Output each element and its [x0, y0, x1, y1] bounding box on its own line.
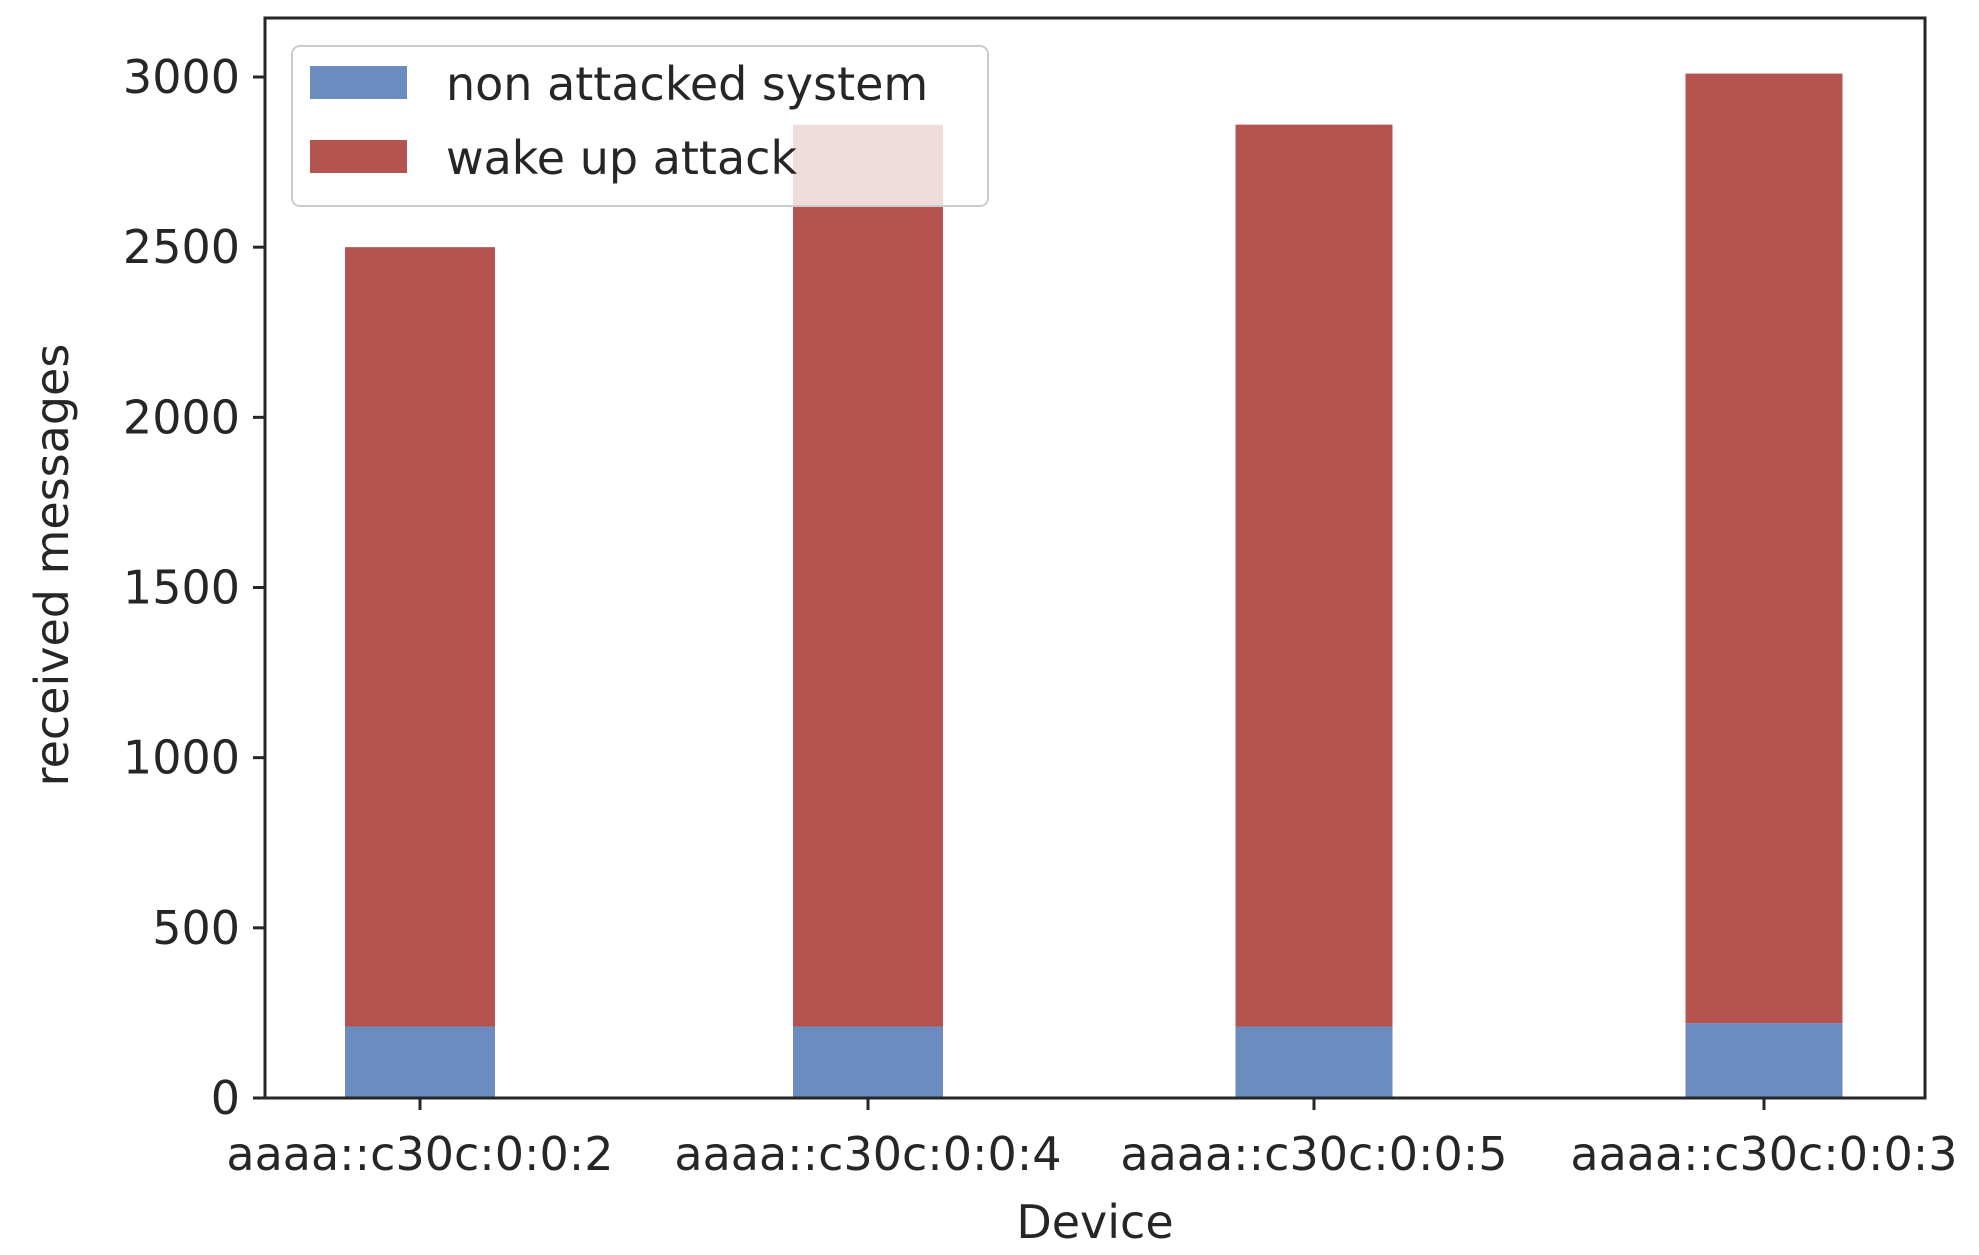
y-tick-label: 2000 [123, 390, 240, 444]
legend-label-wake-up: wake up attack [446, 131, 797, 185]
x-axis: aaaa::c30c:0:0:2 aaaa::c30c:0:0:4 aaaa::c3… [226, 1098, 1958, 1181]
y-tick-label: 2500 [123, 220, 240, 274]
bar-wake-up-4 [1685, 73, 1843, 1024]
x-tick-label: aaaa::c30c:0:0:3 [1570, 1127, 1957, 1181]
bar-wake-up-3 [1235, 124, 1393, 1027]
y-tick-label: 1000 [123, 731, 240, 785]
legend-swatch-wake-up [310, 140, 407, 173]
y-axis: 0 500 1000 1500 2000 2500 3000 [123, 50, 265, 1125]
legend-label-non-attacked: non attacked system [446, 57, 928, 111]
legend: non attacked system wake up attack [291, 45, 989, 207]
bars-layer [345, 73, 1843, 1098]
x-tick-label: aaaa::c30c:0:0:5 [1120, 1127, 1507, 1181]
x-tick-label: aaaa::c30c:0:0:4 [674, 1127, 1061, 1181]
bar-non-attacked-4 [1685, 1023, 1843, 1098]
y-axis-label: received messages [25, 344, 79, 787]
bar-wake-up-1 [345, 247, 495, 1027]
bar-non-attacked-2 [793, 1026, 943, 1098]
y-tick-label: 3000 [123, 50, 240, 104]
bar-non-attacked-3 [1235, 1026, 1393, 1098]
y-tick-label: 1500 [123, 561, 240, 615]
x-axis-label: Device [1016, 1195, 1173, 1249]
bar-wake-up-2 [793, 124, 943, 1027]
bar-non-attacked-1 [345, 1026, 495, 1098]
y-tick-label: 0 [211, 1071, 240, 1125]
plot-frame [263, 16, 1927, 1100]
x-tick-label: aaaa::c30c:0:0:2 [226, 1127, 613, 1181]
legend-swatch-non-attacked [310, 66, 407, 99]
y-tick-label: 500 [152, 901, 240, 955]
legend-box [291, 45, 989, 207]
